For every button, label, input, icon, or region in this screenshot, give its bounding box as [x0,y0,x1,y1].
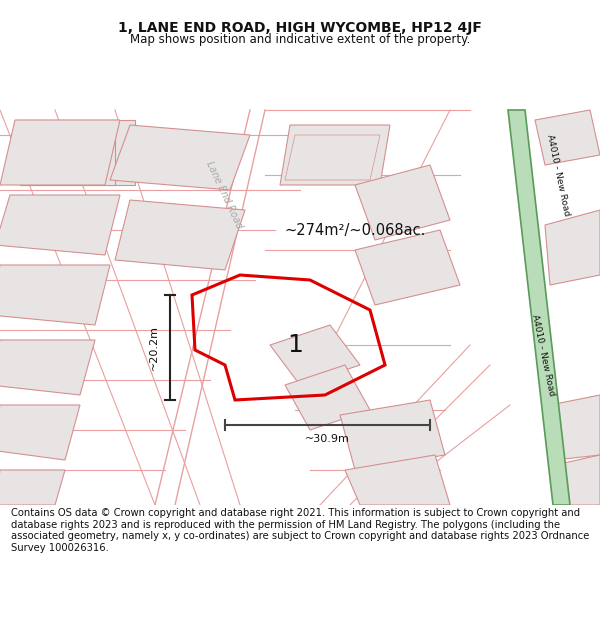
Polygon shape [285,365,370,430]
Polygon shape [0,470,65,505]
Polygon shape [555,455,600,505]
Polygon shape [20,120,115,185]
Text: ~274m²/~0.068ac.: ~274m²/~0.068ac. [285,222,427,238]
Text: A4010 - New Road: A4010 - New Road [530,313,556,397]
Polygon shape [20,120,135,185]
Polygon shape [0,120,120,185]
Polygon shape [550,395,600,460]
Polygon shape [0,340,95,395]
Polygon shape [285,135,380,180]
Polygon shape [545,210,600,285]
Polygon shape [270,325,360,385]
Polygon shape [0,195,120,255]
Text: 1: 1 [287,333,303,357]
Polygon shape [110,125,250,190]
Text: Lane End Road: Lane End Road [204,160,244,230]
Text: ~20.2m: ~20.2m [149,325,159,370]
Polygon shape [355,230,460,305]
Polygon shape [508,110,570,505]
Polygon shape [0,265,110,325]
Polygon shape [340,400,445,470]
Text: ~30.9m: ~30.9m [305,434,350,444]
Text: 1, LANE END ROAD, HIGH WYCOMBE, HP12 4JF: 1, LANE END ROAD, HIGH WYCOMBE, HP12 4JF [118,21,482,35]
Polygon shape [115,200,245,270]
Text: Map shows position and indicative extent of the property.: Map shows position and indicative extent… [130,33,470,46]
Polygon shape [535,110,600,165]
Polygon shape [280,125,390,185]
Polygon shape [0,405,80,460]
Polygon shape [355,165,450,240]
Text: A4010 - New Road: A4010 - New Road [545,133,571,217]
Polygon shape [345,455,450,505]
Text: Contains OS data © Crown copyright and database right 2021. This information is : Contains OS data © Crown copyright and d… [11,508,589,553]
